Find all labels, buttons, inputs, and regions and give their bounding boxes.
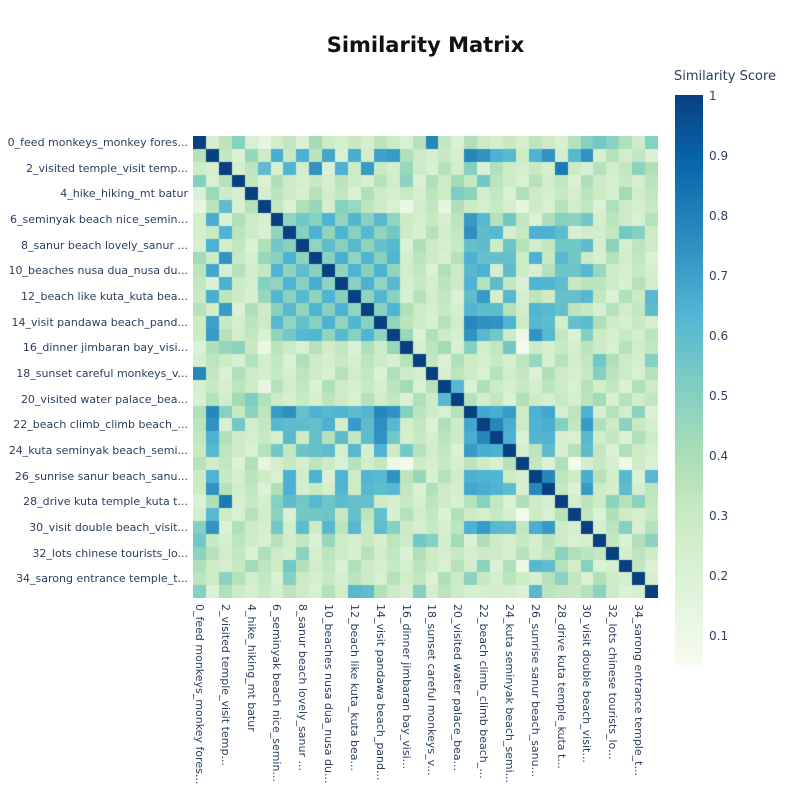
x-tick-label: 4_hike_hiking_mt batur	[244, 604, 258, 732]
colorbar-tick-label: 0.7	[709, 269, 729, 283]
colorbar-tick-label: 0.4	[709, 449, 729, 463]
y-tick-label: 32_lots chinese tourists_lo...	[32, 546, 188, 560]
x-tick-label: 34_sarong entrance temple_t...	[632, 604, 646, 776]
x-tick-label: 12_beach like kuta_kuta bea...	[347, 604, 361, 771]
y-tick-label: 28_drive kuta temple_kuta t...	[23, 495, 188, 509]
colorbar-tick-label: 1	[709, 89, 717, 103]
y-tick-label: 30_visit double beach_visit...	[29, 520, 188, 534]
y-tick-label: 8_sanur beach lovely_sanur ...	[21, 238, 188, 252]
x-tick-label: 24_kuta seminyak beach_semi...	[502, 604, 516, 784]
y-tick-label: 34_sarong entrance temple_t...	[16, 572, 188, 586]
y-tick-label: 6_seminyak beach nice_semin...	[10, 212, 188, 226]
colorbar-title: Similarity Score	[674, 69, 777, 84]
y-tick-label: 14_visit pandawa beach_pand...	[11, 315, 189, 329]
y-tick-label: 2_visited temple_visit temp...	[26, 161, 188, 175]
y-tick-label: 22_beach climb_climb beach_...	[13, 418, 188, 432]
colorbar-tick-label: 0.3	[709, 509, 729, 523]
colorbar-tick-label: 0.6	[709, 329, 729, 343]
y-tick-label: 26_sunrise sanur beach_sanu...	[14, 469, 188, 483]
y-tick-label: 4_hike_hiking_mt batur	[60, 187, 188, 201]
x-tick-label: 6_seminyak beach nice_semin...	[270, 604, 284, 782]
y-tick-label: 12_beach like kuta_kuta bea...	[21, 289, 188, 303]
colorbar-tick-label: 0.5	[709, 389, 729, 403]
page-title: Similarity Matrix	[326, 33, 525, 57]
x-tick-label: 22_beach climb_climb beach_...	[477, 604, 491, 779]
heatmap-canvas[interactable]	[193, 136, 658, 598]
x-tick-label: 16_dinner jimbaran bay_visi...	[399, 604, 413, 770]
x-tick-label: 28_drive kuta temple_kuta t...	[554, 604, 568, 769]
y-tick-label: 0_feed monkeys_monkey fores...	[7, 135, 188, 149]
x-tick-label: 30_visit double beach_visit...	[580, 604, 594, 763]
x-tick-label: 18_sunset careful monkeys_v...	[425, 604, 439, 776]
y-tick-label: 10_beaches nusa dua_nusa du...	[8, 264, 188, 278]
x-tick-label: 8_sanur beach lovely_sanur ...	[296, 604, 310, 771]
colorbar-tick-label: 0.2	[709, 569, 729, 583]
x-tick-label: 26_sunrise sanur beach_sanu...	[528, 604, 542, 778]
x-tick-label: 14_visit pandawa beach_pand...	[373, 604, 387, 781]
x-tick-label: 20_visited water palace_bea...	[451, 604, 465, 772]
x-tick-label: 0_feed monkeys_monkey fores...	[192, 604, 206, 785]
colorbar-tick-label: 0.9	[709, 149, 729, 163]
x-tick-label: 10_beaches nusa dua_nusa du...	[322, 604, 336, 784]
y-tick-label: 16_dinner jimbaran bay_visi...	[22, 341, 188, 355]
y-tick-label: 24_kuta seminyak beach_semi...	[8, 443, 188, 457]
x-tick-label: 32_lots chinese tourists_lo...	[606, 604, 620, 760]
colorbar-gradient	[675, 95, 703, 665]
x-tick-label: 2_visited temple_visit temp...	[218, 604, 232, 766]
y-tick-label: 18_sunset careful monkeys_v...	[16, 366, 188, 380]
colorbar-tick-label: 0.1	[709, 629, 729, 643]
colorbar-tick-label: 0.8	[709, 209, 729, 223]
y-tick-label: 20_visited water palace_bea...	[20, 392, 188, 406]
